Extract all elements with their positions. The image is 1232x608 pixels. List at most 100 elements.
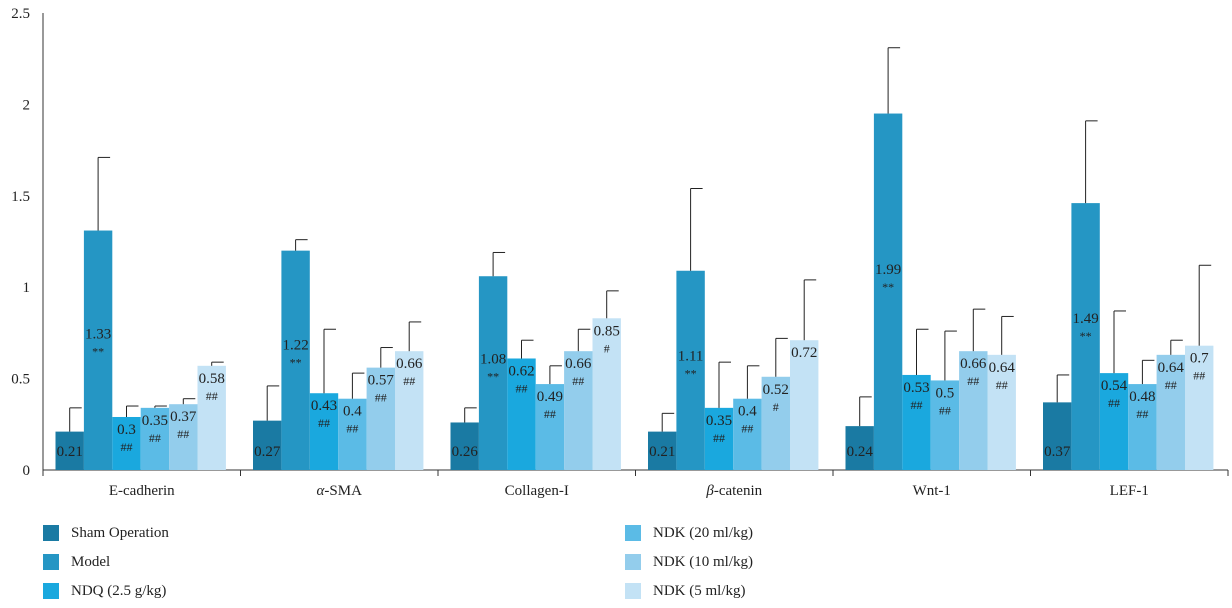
- significance-mark: ##: [1136, 407, 1148, 421]
- legend-item-ndk-20: NDK (20 ml/kg): [625, 522, 753, 544]
- significance-mark: ##: [713, 431, 725, 445]
- data-label: 1.33: [85, 326, 111, 342]
- bar-ndq-2-5-g-kg-wnt-1: [902, 374, 931, 470]
- y-tick-label: 0.5: [11, 372, 30, 388]
- bar-sham-operation-sma: [253, 420, 282, 470]
- significance-mark: ##: [544, 407, 556, 421]
- bar-ndk-20-ml-kg-catenin: [733, 398, 762, 470]
- bar-ndk-10-ml-kg-wnt-1: [959, 351, 988, 470]
- bar-model-e-cadherin: [83, 230, 113, 470]
- significance-mark: ##: [318, 416, 330, 430]
- y-tick-label: 1: [23, 280, 31, 296]
- data-label: 0.66: [396, 356, 423, 372]
- bar-sham-operation-e-cadherin: [55, 431, 84, 470]
- data-label: 0.66: [960, 356, 987, 372]
- significance-mark: #: [773, 400, 779, 414]
- data-label: 0.3: [117, 422, 136, 438]
- legend-item-model: Model: [43, 551, 110, 573]
- data-label: 0.4: [343, 404, 362, 420]
- significance-mark: ##: [996, 378, 1008, 392]
- bar-ndk-5-ml-kg-catenin: [790, 340, 819, 470]
- data-label: 0.48: [1129, 389, 1155, 405]
- bar-sham-operation-catenin: [648, 431, 677, 470]
- significance-mark: **: [290, 355, 302, 369]
- legend-label: NDK (20 ml/kg): [653, 524, 753, 541]
- data-label: 0.49: [537, 389, 563, 405]
- bar-sham-operation-lef-1: [1043, 402, 1072, 470]
- data-label: 0.24: [847, 444, 874, 460]
- significance-mark: ##: [177, 427, 189, 441]
- data-label: 1.49: [1072, 311, 1098, 327]
- bar-ndk-5-ml-kg-wnt-1: [987, 354, 1016, 470]
- significance-mark: **: [487, 369, 499, 383]
- significance-mark: ##: [375, 391, 387, 405]
- data-label: 0.53: [903, 380, 929, 396]
- legend-swatch: [625, 554, 641, 570]
- legend-label: NDK (5 ml/kg): [653, 582, 746, 599]
- bar-model-sma: [281, 250, 310, 470]
- significance-mark: **: [92, 344, 104, 358]
- bar-model-lef-1: [1071, 203, 1100, 470]
- bar-ndk-10-ml-kg-sma: [366, 367, 395, 470]
- y-tick-label: 1.5: [11, 189, 30, 205]
- data-label: 0.85: [594, 323, 620, 339]
- data-label: 1.99: [875, 262, 901, 278]
- legend-label: Sham Operation: [71, 524, 169, 541]
- legend-item-ndk-5: NDK (5 ml/kg): [625, 580, 746, 602]
- bar-ndk-10-ml-kg-lef-1: [1156, 354, 1185, 470]
- data-label: 0.64: [989, 360, 1016, 376]
- bar-ndq-2-5-g-kg-lef-1: [1099, 373, 1129, 470]
- legend-label: Model: [71, 553, 111, 570]
- bar-ndk-5-ml-kg-sma: [395, 351, 424, 470]
- x-tick-label: α-SMA: [317, 483, 363, 499]
- legend-item-sham-operation: Sham Operation: [43, 522, 169, 544]
- data-label: 0.37: [1044, 444, 1071, 460]
- data-label: 0.57: [368, 373, 395, 389]
- legend-label: NDQ (2.5 g/kg): [71, 582, 167, 599]
- y-tick-label: 2: [23, 97, 31, 113]
- data-label: 1.22: [282, 337, 308, 353]
- legend-swatch: [625, 525, 641, 541]
- bar-ndk-5-ml-kg-lef-1: [1185, 345, 1214, 470]
- legend-item-ndq: NDQ (2.5 g/kg): [43, 580, 166, 602]
- data-label: 0.52: [763, 382, 789, 398]
- bar-ndk-10-ml-kg-catenin: [761, 376, 790, 470]
- significance-mark: ##: [911, 398, 923, 412]
- bar-ndk-20-ml-kg-collagen-i: [535, 384, 565, 470]
- x-tick-label: E-cadherin: [109, 483, 175, 499]
- significance-mark: ##: [939, 403, 951, 417]
- data-label: 0.5: [936, 385, 955, 401]
- significance-mark: ##: [403, 374, 415, 388]
- significance-mark: ##: [572, 374, 584, 388]
- data-label: 0.35: [706, 413, 732, 429]
- data-label: 0.54: [1101, 378, 1128, 394]
- significance-mark: ##: [346, 422, 358, 436]
- x-tick-label: Wnt-1: [913, 483, 951, 499]
- significance-mark: ##: [121, 440, 133, 454]
- legend-swatch: [43, 554, 59, 570]
- data-label: 0.21: [649, 444, 675, 460]
- bar-sham-operation-wnt-1: [845, 426, 874, 470]
- y-tick-label: 2.5: [11, 6, 30, 22]
- x-tick-label: Collagen-I: [505, 483, 569, 499]
- legend-swatch: [625, 583, 641, 599]
- bar-sham-operation-collagen-i: [450, 422, 479, 470]
- data-label: 0.37: [170, 409, 197, 425]
- significance-mark: ##: [1193, 369, 1205, 383]
- legend-swatch: [43, 583, 59, 599]
- bar-model-collagen-i: [478, 276, 508, 470]
- data-label: 0.64: [1158, 360, 1185, 376]
- bar-ndq-2-5-g-kg-e-cadherin: [112, 416, 141, 470]
- significance-mark: ##: [516, 381, 528, 395]
- significance-mark: #: [604, 341, 610, 355]
- significance-mark: ##: [1108, 396, 1120, 410]
- chart-legend: Sham Operation Model NDQ (2.5 g/kg) NDK …: [0, 522, 1232, 608]
- data-label: 0.62: [508, 363, 534, 379]
- data-label: 0.35: [142, 413, 168, 429]
- legend-item-ndk-10: NDK (10 ml/kg): [625, 551, 753, 573]
- significance-mark: **: [882, 280, 894, 294]
- data-label: 1.11: [678, 348, 704, 364]
- data-label: 0.72: [791, 345, 817, 361]
- x-tick-label: LEF-1: [1110, 483, 1149, 499]
